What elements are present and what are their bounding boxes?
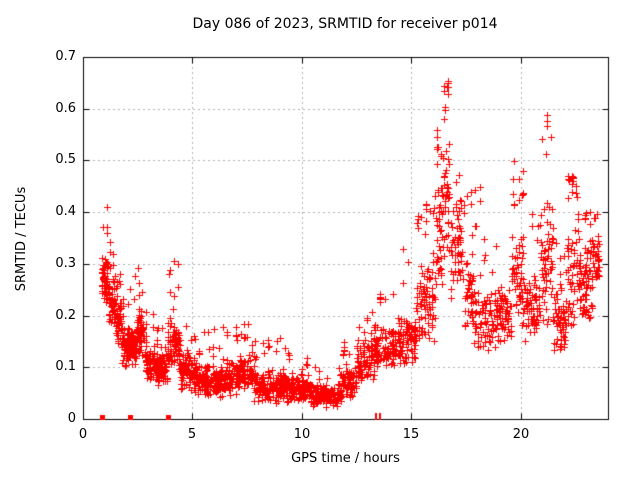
chart-title: Day 086 of 2023, SRMTID for receiver p01… (0, 16, 640, 32)
y-tick-label: 0.2 (55, 308, 76, 323)
x-tick-label: 5 (187, 427, 197, 442)
x-axis-label: GPS time / hours (291, 451, 400, 466)
x-tick-label: 0 (78, 427, 88, 442)
x-tick-label: 10 (293, 427, 311, 442)
y-tick-label: 0.6 (55, 101, 76, 116)
y-tick-label: 0.1 (55, 359, 76, 374)
y-tick-label: 0.5 (55, 152, 76, 167)
y-tick-label: 0.3 (55, 256, 76, 271)
x-tick-label: 15 (402, 427, 420, 442)
chart-title-text: Day 086 of 2023, SRMTID for receiver p01… (192, 16, 498, 32)
y-tick-label: 0.7 (55, 49, 76, 64)
x-tick-label: 20 (512, 427, 530, 442)
y-tick-label: 0.4 (55, 204, 76, 219)
y-tick-label: 0 (67, 411, 76, 426)
